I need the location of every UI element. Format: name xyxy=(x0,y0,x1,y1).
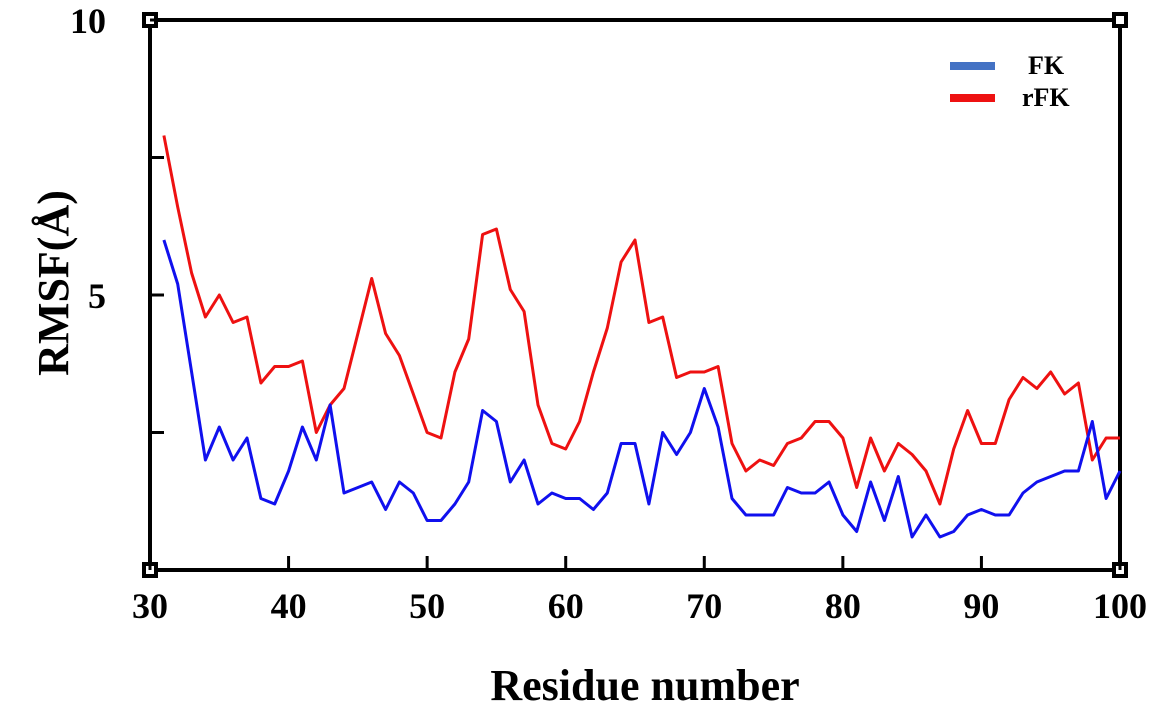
x-axis-ticks: 30 40 50 60 70 80 90 100 xyxy=(132,556,1147,626)
corner-mark-top-right xyxy=(1112,12,1128,28)
plot-frame xyxy=(148,18,1122,572)
legend-swatch-rfk xyxy=(950,94,995,102)
x-axis-title: Residue number xyxy=(490,661,799,706)
x-tick-label: 60 xyxy=(548,586,584,626)
legend-swatch-fk xyxy=(950,62,995,70)
legend-label-rfk: rFK xyxy=(1022,83,1070,112)
x-tick-label: 50 xyxy=(409,586,445,626)
x-tick-label: 40 xyxy=(271,586,307,626)
x-tick-label: 80 xyxy=(825,586,861,626)
x-tick-label: 70 xyxy=(686,586,722,626)
series-line-fk xyxy=(162,239,1122,539)
x-tick-label: 100 xyxy=(1093,586,1147,626)
series-layer xyxy=(162,135,1122,539)
series-line-rfk xyxy=(162,135,1120,506)
y-tick-label: 10 xyxy=(70,1,106,41)
y-axis-title: RMSF(Å) xyxy=(29,190,78,376)
y-tick-label: 5 xyxy=(88,276,106,316)
legend: FK rFK xyxy=(950,51,1070,112)
x-tick-label: 90 xyxy=(963,586,999,626)
y-axis-ticks: 5 10 xyxy=(70,1,164,434)
x-tick-label: 30 xyxy=(132,586,168,626)
legend-label-fk: FK xyxy=(1028,51,1065,80)
